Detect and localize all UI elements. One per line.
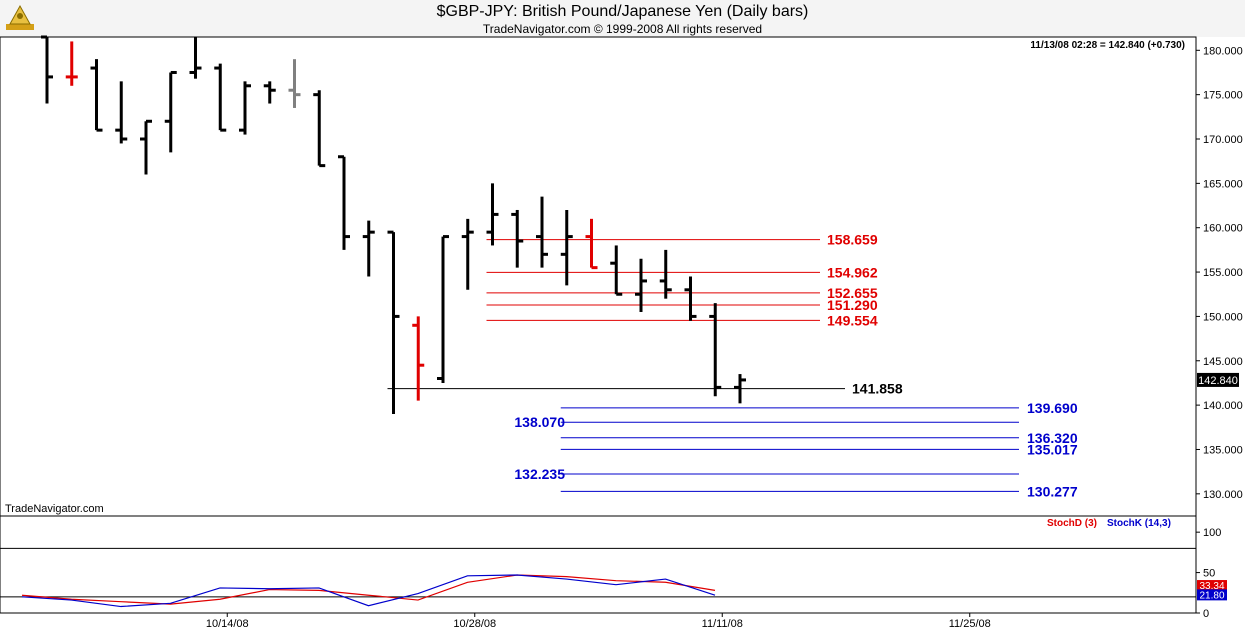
last-price-tag: [1197, 372, 1239, 387]
ohlc-bar: [412, 316, 425, 401]
level-label-support: 138.070: [514, 414, 565, 430]
price-ytick-label: 145.000: [1203, 356, 1243, 368]
ohlc-bar: [486, 183, 499, 246]
level-label-support: 139.690: [1027, 400, 1078, 416]
ohlc-bar: [437, 235, 449, 383]
ohlc-bar: [585, 218, 598, 270]
last-price-tag-text: 142.840: [1198, 375, 1238, 387]
price-ytick-label: 165.000: [1203, 178, 1243, 190]
xtick-label: 10/14/08: [206, 618, 249, 630]
stoch-ytick-label: 50: [1203, 568, 1215, 580]
price-ytick-label: 170.000: [1203, 134, 1243, 146]
chart-subtitle: TradeNavigator.com © 1999-2008 All right…: [482, 22, 763, 36]
ohlc-bar: [610, 245, 623, 296]
stoch-series-k: [21, 574, 716, 608]
ohlc-bar: [65, 41, 78, 86]
xtick-label: 11/11/08: [702, 618, 743, 630]
ohlc-bar: [288, 59, 301, 108]
price-panel: [0, 36, 1197, 517]
xtick-label: 10/28/08: [453, 618, 496, 630]
ohlc-bar: [536, 196, 548, 268]
stoch-end-tag: [1197, 589, 1227, 601]
chart-header: $GBP-JPY: British Pound/Japanese Yen (Da…: [0, 0, 1245, 37]
ohlc-bar: [90, 59, 103, 132]
price-ytick-label: 175.000: [1203, 90, 1243, 102]
stoch-ytick-label: 100: [1203, 527, 1221, 539]
ohlc-bar: [115, 81, 128, 144]
stoch-series-d: [21, 574, 716, 605]
price-ytick-label: 150.000: [1203, 311, 1243, 323]
ohlc-bar: [734, 374, 746, 404]
level-label-resistance: 149.554: [827, 312, 878, 328]
price-ytick-label: 155.000: [1203, 267, 1243, 279]
level-label-resistance: 152.655: [827, 285, 878, 301]
level-label-support: 132.235: [514, 466, 565, 482]
ohlc-bar: [41, 35, 53, 104]
stoch-end-tag-text: 21.80: [1199, 590, 1224, 601]
price-ytick-label: 160.000: [1203, 223, 1243, 235]
level-label-support: 130.277: [1027, 483, 1078, 499]
legend-stochk: StochK (14,3): [1107, 518, 1171, 529]
ohlc-bar: [511, 209, 524, 268]
level-label-support: 136.320: [1027, 430, 1078, 446]
ohlc-bar: [189, 37, 202, 79]
ohlc-bar: [313, 90, 326, 168]
ohlc-bar: [659, 249, 672, 299]
price-ytick-label: 130.000: [1203, 489, 1243, 501]
stoch-end-tag: [1197, 580, 1227, 592]
chart-title: $GBP-JPY: British Pound/Japanese Yen (Da…: [436, 3, 809, 20]
ohlc-bar: [635, 258, 647, 312]
ohlc-bar: [140, 119, 152, 175]
ohlc-bar: [362, 220, 375, 277]
watermark-text: TradeNavigator.com: [5, 503, 104, 515]
price-ytick-label: 135.000: [1203, 444, 1243, 456]
stoch-ytick-label: 0: [1203, 608, 1209, 620]
level-label-resistance: 151.290: [827, 297, 878, 313]
ohlc-bar: [684, 276, 697, 321]
xtick-label: 11/25/08: [949, 618, 991, 630]
ohlc-bar: [338, 155, 350, 250]
trade-navigator-logo-icon: [6, 4, 34, 30]
ohlc-bar: [214, 63, 227, 132]
ohlc-bar: [709, 303, 722, 397]
level-label-support: 135.017: [1027, 441, 1078, 457]
ohlc-bar: [239, 81, 251, 135]
legend-stochd: StochD (3): [1047, 518, 1097, 529]
ohlc-bar: [461, 218, 474, 290]
stoch-panel: [0, 515, 1197, 614]
price-ytick-label: 140.000: [1203, 400, 1243, 412]
stoch-end-tag-text: 33.34: [1199, 581, 1224, 592]
quote-line: 11/13/08 02:28 = 142.840 (+0.730): [1030, 40, 1185, 51]
ohlc-bar: [263, 81, 276, 104]
price-ytick-label: 180.000: [1203, 45, 1243, 57]
ohlc-bar: [164, 70, 177, 153]
ohlc-bar: [560, 209, 573, 286]
level-label-resistance: 154.962: [827, 264, 878, 280]
level-label-resistance: 158.659: [827, 232, 878, 248]
ohlc-bar: [387, 230, 400, 414]
level-label-pivot: 141.858: [852, 381, 903, 397]
